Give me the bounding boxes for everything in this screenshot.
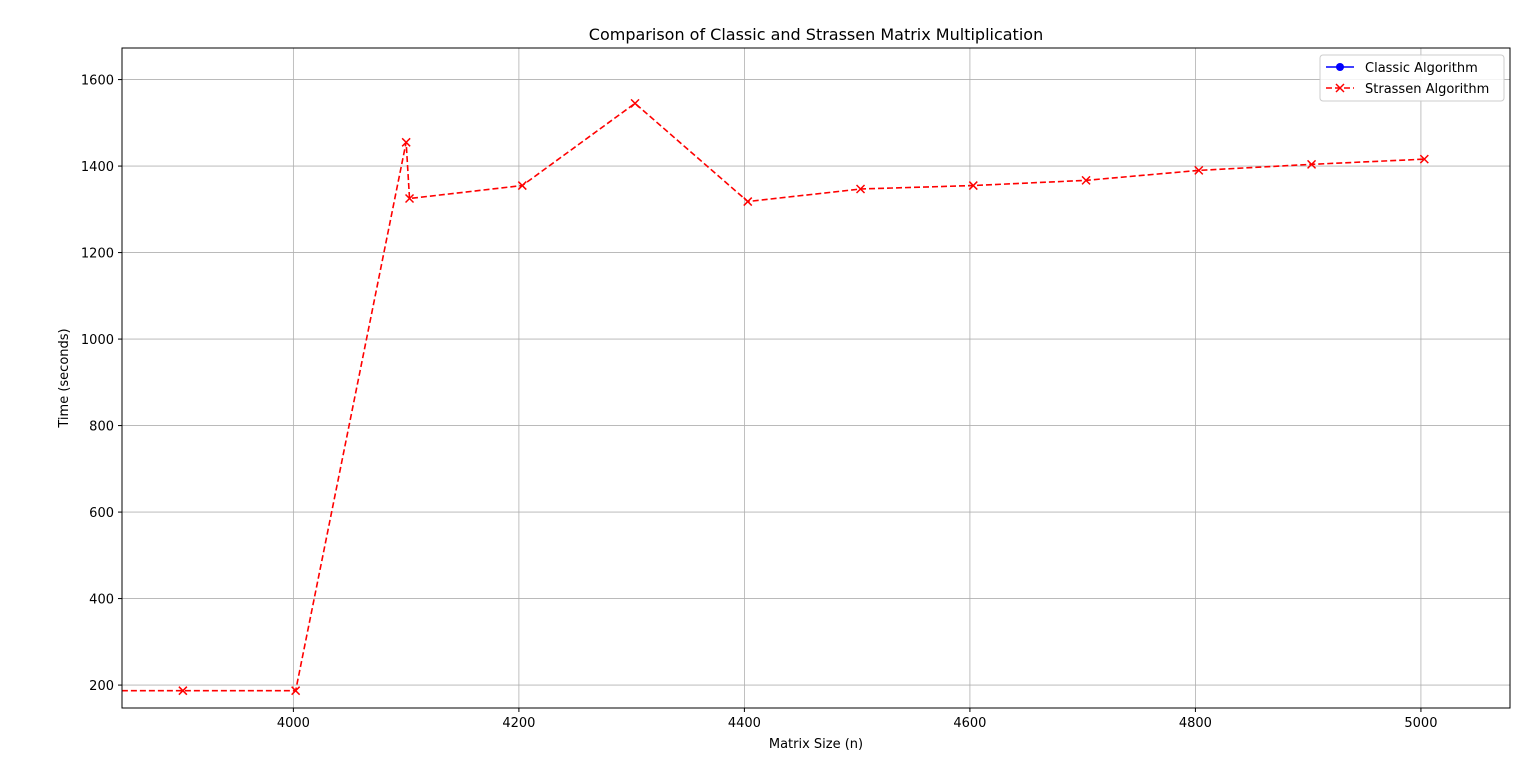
x-tick-label: 4000	[277, 716, 310, 731]
data-point	[64, 687, 72, 695]
data-point-stroke-b	[1194, 165, 1204, 175]
data-point	[401, 137, 411, 147]
plot-area-frame	[121, 47, 1511, 709]
axis-ticks: 4000 4200 4400 4600 4800 5000 200 400 600 800 1000…	[81, 74, 1438, 731]
x-tick-label: 5000	[1404, 716, 1437, 731]
data-point-stroke-b	[856, 184, 866, 194]
data-point	[856, 184, 866, 194]
y-tick-label: 1600	[81, 74, 114, 89]
y-tick-label: 400	[89, 593, 114, 608]
data-point	[1419, 154, 1429, 164]
data-point-stroke-b	[1307, 159, 1317, 169]
legend-marker-0	[1336, 63, 1344, 71]
x-tick-label: 4400	[728, 716, 761, 731]
y-tick-label: 1000	[81, 333, 114, 348]
data-point-stroke-b	[1081, 175, 1091, 185]
data-point-stroke-b	[178, 686, 188, 696]
data-point	[517, 181, 527, 191]
data-point-stroke-b	[968, 181, 978, 191]
series-1	[64, 98, 1429, 696]
y-tick-label: 1200	[81, 247, 114, 262]
data-point-stroke-b	[404, 193, 415, 204]
data-point	[1307, 159, 1317, 169]
data-point-stroke-b	[64, 687, 72, 695]
data-point-stroke-b	[743, 197, 753, 207]
data-point	[1081, 175, 1091, 185]
data-point	[291, 686, 301, 696]
data-point	[630, 98, 640, 108]
y-axis-label: Time (seconds)	[57, 328, 72, 428]
legend-marker-1-stroke-b	[1335, 83, 1345, 93]
y-tick-label: 200	[89, 679, 114, 694]
series-line	[122, 102, 1425, 692]
legend-label-1: Strassen Algorithm	[1365, 82, 1489, 97]
data-point-stroke-b	[517, 181, 527, 191]
y-tick-label: 800	[89, 420, 114, 435]
legend: Classic Algorithm Strassen Algorithm	[1319, 54, 1505, 102]
x-tick-label: 4600	[953, 716, 986, 731]
data-point-stroke-b	[401, 137, 411, 147]
data-point-stroke-b	[1419, 154, 1429, 164]
plot-series	[64, 98, 1429, 696]
legend-label-0: Classic Algorithm	[1365, 61, 1478, 76]
x-tick-label: 4800	[1179, 716, 1212, 731]
data-point	[968, 181, 978, 191]
data-point	[178, 686, 188, 696]
data-point	[404, 193, 415, 204]
data-point-stroke-b	[291, 686, 301, 696]
x-tick-label: 4200	[502, 716, 535, 731]
data-point-stroke-a	[64, 687, 72, 695]
chart-title: Comparison of Classic and Strassen Matri…	[589, 25, 1043, 44]
data-point-stroke-b	[630, 98, 640, 108]
data-point	[1194, 165, 1204, 175]
grid	[122, 48, 1510, 708]
legend-box	[1319, 54, 1505, 102]
y-tick-label: 1400	[81, 160, 114, 175]
x-axis-label: Matrix Size (n)	[769, 737, 863, 752]
data-point	[743, 197, 753, 207]
legend-marker-1	[1335, 83, 1345, 93]
y-tick-label: 600	[89, 506, 114, 521]
